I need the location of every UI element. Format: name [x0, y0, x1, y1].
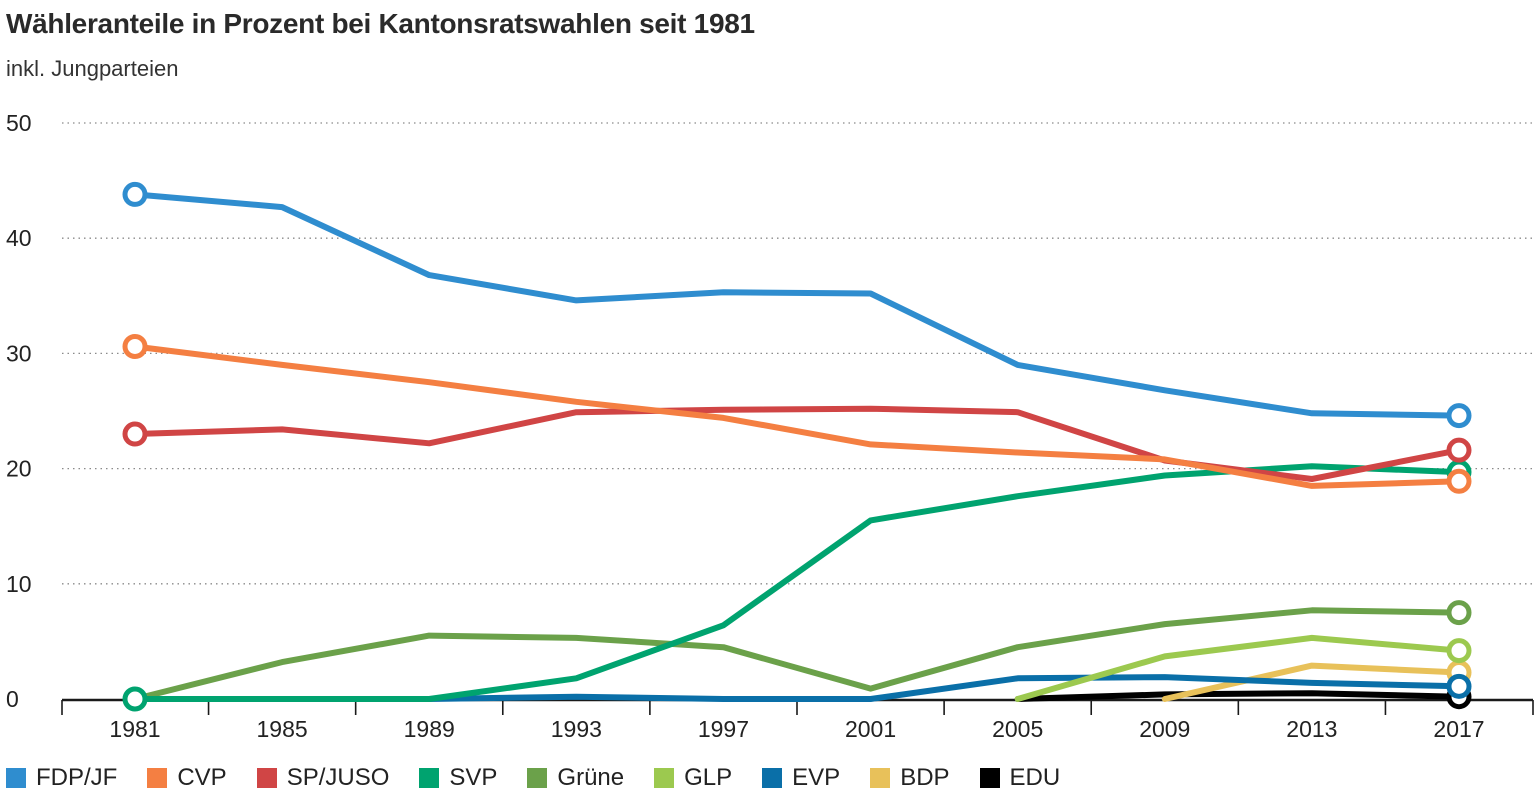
- legend: FDP/JF CVP SP/JUSO SVP Grüne GLP EVP BDP EDU: [6, 762, 1090, 794]
- series-markers: [122, 181, 1472, 712]
- gridlines: [62, 122, 1533, 585]
- y-tick-label: 20: [6, 456, 32, 482]
- marker-start-svp: [122, 686, 148, 712]
- legend-item-bdp: BDP: [870, 764, 950, 792]
- legend-label: CVP: [177, 764, 227, 791]
- legend-swatch: [419, 768, 440, 788]
- chart-title: Wähleranteile in Prozent bei Kantonsrats…: [6, 8, 755, 39]
- legend-label: FDP/JF: [36, 764, 118, 791]
- y-tick-label: 40: [6, 225, 32, 251]
- series-line-bdp: [1161, 662, 1462, 702]
- x-tick-label: 1993: [551, 716, 602, 742]
- legend-swatch: [762, 768, 783, 788]
- legend-swatch: [256, 768, 277, 788]
- x-tick-label: 1981: [109, 716, 160, 742]
- x-tick-label: 2001: [845, 716, 896, 742]
- x-tick-label: 2005: [992, 716, 1043, 742]
- series-line-gr-ne: [132, 607, 1462, 702]
- legend-item-sp-juso: SP/JUSO: [256, 764, 390, 792]
- y-axis-labels: 0 10 20 30 40 50: [6, 110, 32, 712]
- legend-label: SP/JUSO: [286, 764, 390, 791]
- y-tick-label: 30: [6, 340, 32, 366]
- legend-label: GLP: [684, 764, 733, 791]
- series-line-edu: [1014, 690, 1462, 702]
- legend-item-fdp-jf: FDP/JF: [6, 764, 117, 792]
- legend-item-svp: SVP: [419, 764, 497, 792]
- legend-label: EVP: [792, 764, 841, 791]
- marker-start-fdp-jf: [122, 181, 148, 207]
- legend-label: BDP: [900, 764, 950, 791]
- legend-label: EDU: [1009, 764, 1061, 791]
- legend-item-cvp: CVP: [147, 764, 227, 792]
- series-lines: [132, 191, 1462, 702]
- y-tick-label: 10: [6, 571, 32, 597]
- y-tick-label: 0: [6, 686, 19, 712]
- line-chart: 0 10 20 30 40 50 1981 1985 1989 1993 1997 2001 2005…: [6, 110, 1534, 742]
- series-line-svp: [132, 463, 1462, 702]
- x-axis: 1981 1985 1989 1993 1997 2001 2005 2009 2013 2017: [61, 698, 1534, 742]
- legend-item-glp: GLP: [654, 764, 732, 792]
- y-tick-label: 50: [6, 110, 32, 136]
- series-line-cvp: [132, 343, 1462, 489]
- legend-item-edu: EDU: [979, 764, 1061, 792]
- marker-end-evp: [1446, 673, 1472, 699]
- legend-swatch: [979, 768, 1000, 788]
- marker-start-sp-juso: [122, 421, 148, 447]
- x-tick-label: 2017: [1433, 716, 1484, 742]
- series-line-fdp-jf: [132, 191, 1462, 419]
- marker-end-glp: [1446, 638, 1472, 664]
- marker-end-cvp: [1446, 468, 1472, 494]
- x-tick-label: 2009: [1139, 716, 1190, 742]
- x-tick-label: 1985: [257, 716, 308, 742]
- marker-end-sp-juso: [1446, 437, 1472, 463]
- legend-swatch: [527, 768, 548, 788]
- marker-end-fdp-jf: [1446, 403, 1472, 429]
- legend-item-gr-ne: Grüne: [527, 764, 624, 792]
- legend-label: SVP: [449, 764, 498, 791]
- legend-swatch: [870, 768, 891, 788]
- marker-start-cvp: [122, 333, 148, 359]
- legend-label: Grüne: [557, 764, 625, 791]
- marker-end-gr-ne: [1446, 600, 1472, 626]
- x-tick-label: 1997: [698, 716, 749, 742]
- x-tick-label: 2013: [1286, 716, 1337, 742]
- x-tick-label: 1989: [404, 716, 455, 742]
- legend-swatch: [654, 768, 675, 788]
- legend-item-evp: EVP: [762, 764, 840, 792]
- chart-subtitle: inkl. Jungparteien: [6, 56, 179, 81]
- legend-swatch: [6, 768, 26, 788]
- legend-swatch: [147, 768, 168, 788]
- series-line-glp: [1014, 634, 1462, 702]
